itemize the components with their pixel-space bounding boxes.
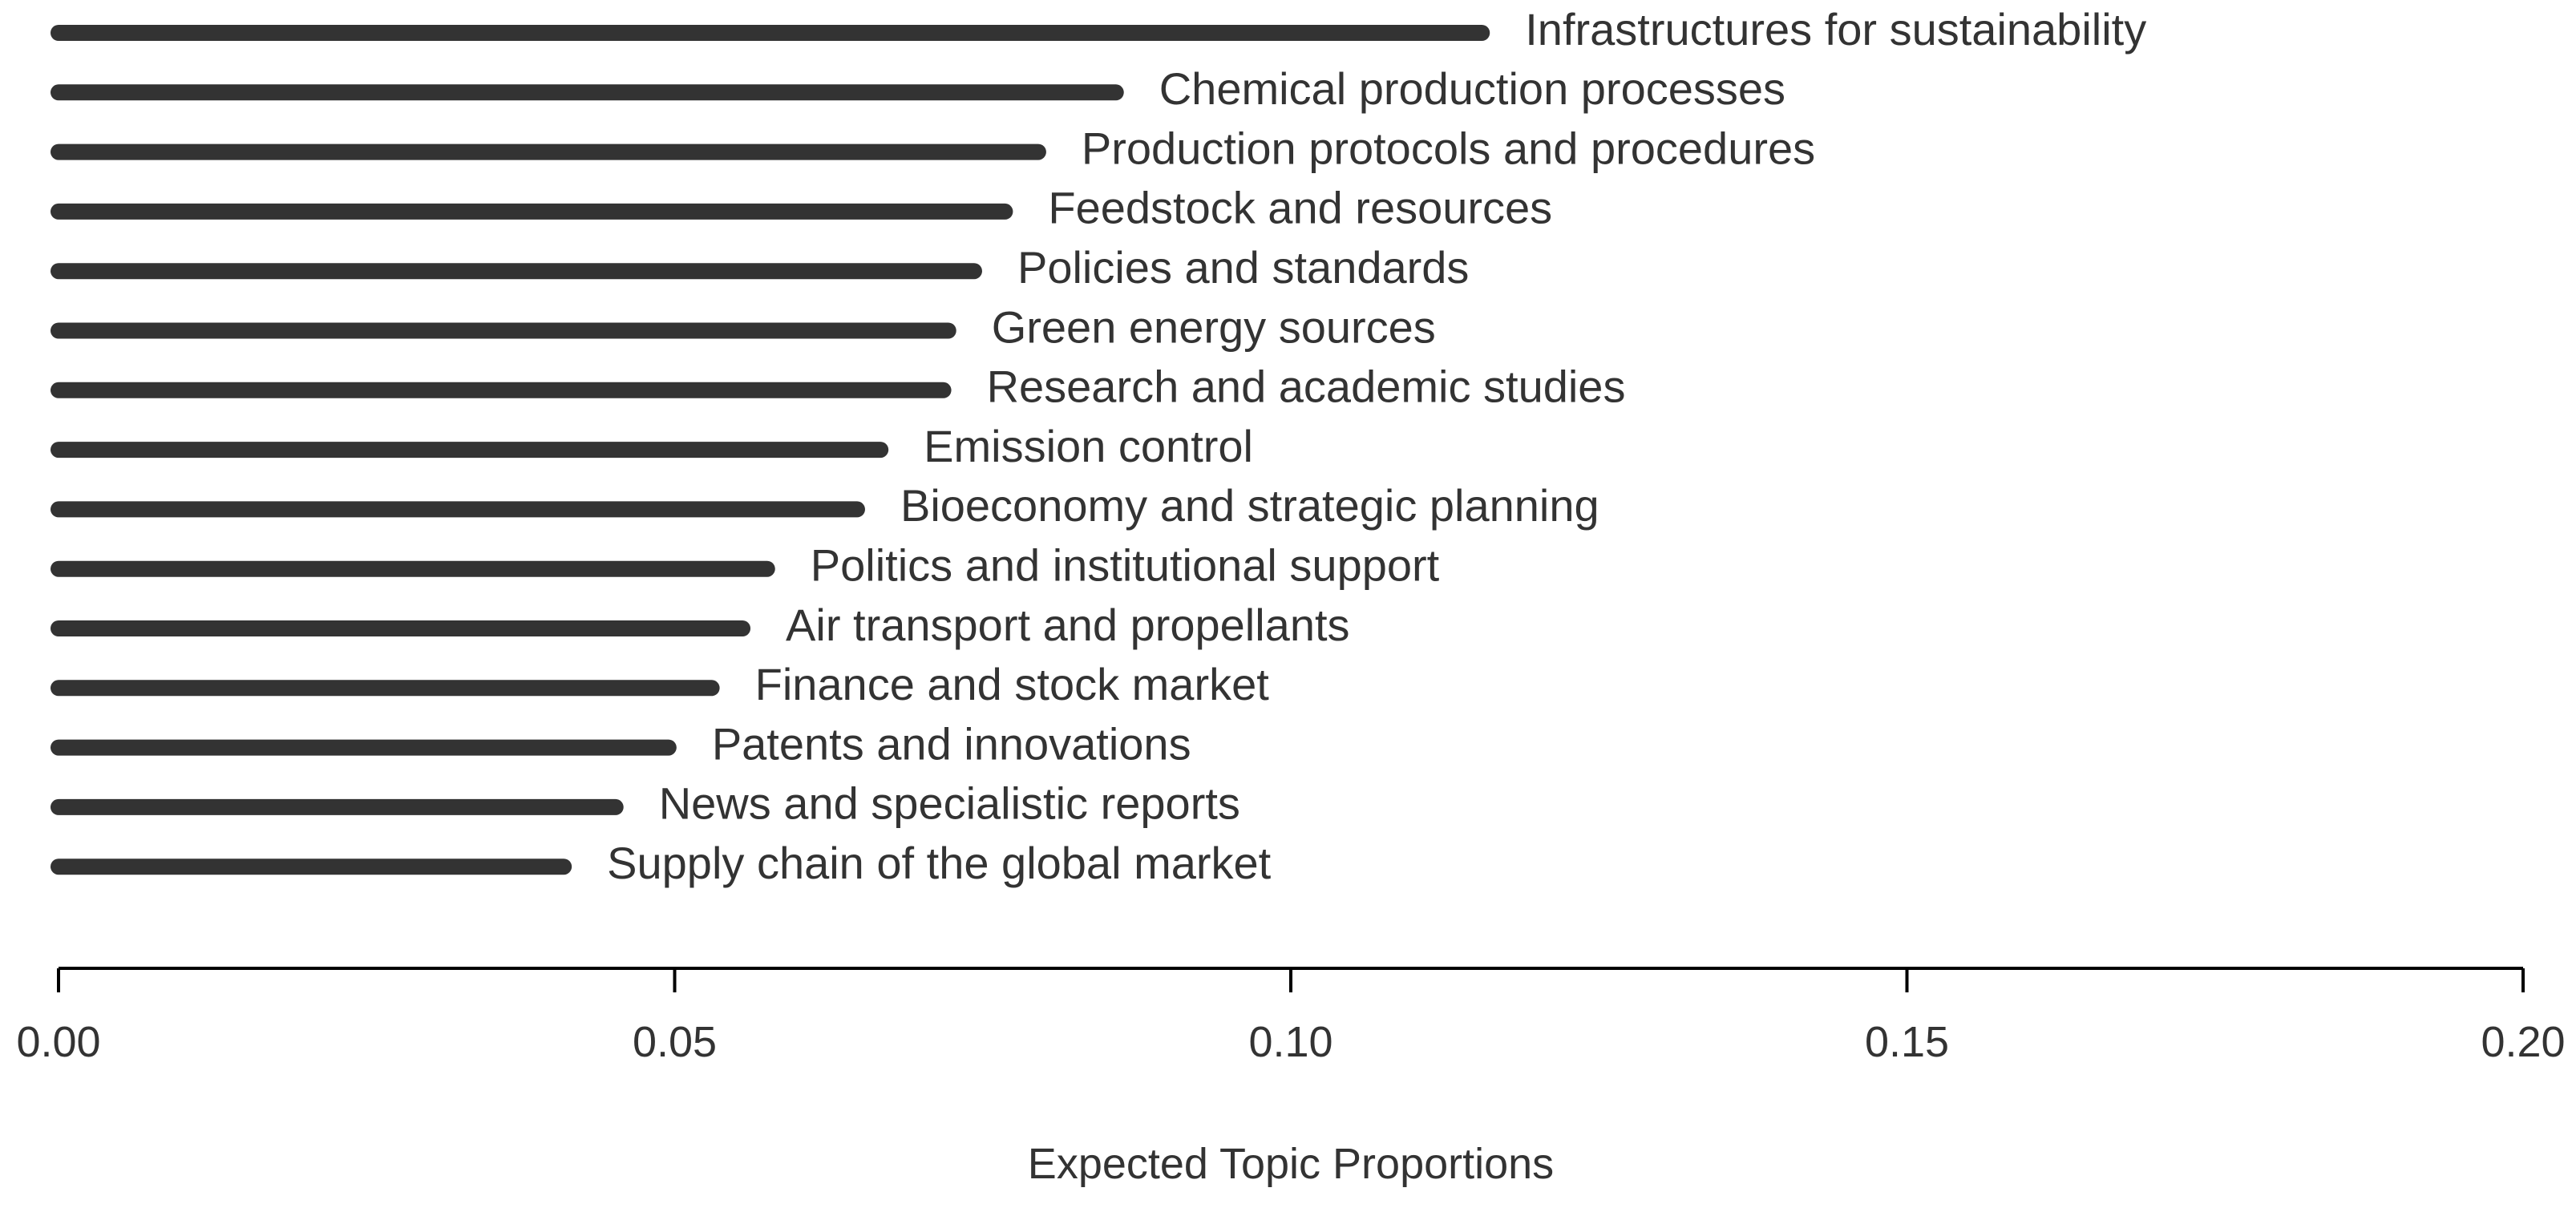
x-axis-title: Expected Topic Proportions <box>1028 1140 1554 1188</box>
bar-label-1: Infrastructures for sustainability <box>1525 4 2146 55</box>
x-tick-label-2: 0.05 <box>633 1018 717 1066</box>
bar-label-7: Research and academic studies <box>987 362 1626 412</box>
bar-labels-group: Infrastructures for sustainability Chemic… <box>607 4 2146 888</box>
bar-label-10: Politics and institutional support <box>811 539 1440 590</box>
bars-group <box>51 25 1490 875</box>
bar-label-4: Feedstock and resources <box>1048 183 1552 233</box>
bar-label-14: News and specialistic reports <box>659 778 1240 829</box>
bar-label-3: Production protocols and procedures <box>1082 123 1815 173</box>
bar-label-9: Bioeconomy and strategic planning <box>900 480 1599 531</box>
x-tick-label-3: 0.10 <box>1248 1018 1332 1066</box>
bar-label-2: Chemical production processes <box>1159 63 1785 114</box>
x-tick-label-4: 0.15 <box>1865 1018 1949 1066</box>
bar-label-6: Green energy sources <box>992 301 1436 352</box>
bar-label-8: Emission control <box>924 421 1253 471</box>
bar-label-13: Patents and innovations <box>712 718 1191 769</box>
x-tick-label-5: 0.20 <box>2481 1018 2565 1066</box>
bar-label-15: Supply chain of the global market <box>607 838 1271 888</box>
bar-label-11: Air transport and propellants <box>786 600 1349 650</box>
x-tick-label-1: 0.00 <box>16 1018 100 1066</box>
bar-label-12: Finance and stock market <box>755 659 1270 709</box>
x-axis: 0.00 0.05 0.10 0.15 0.20 <box>16 967 2566 1066</box>
bar-label-5: Policies and standards <box>1017 242 1469 293</box>
